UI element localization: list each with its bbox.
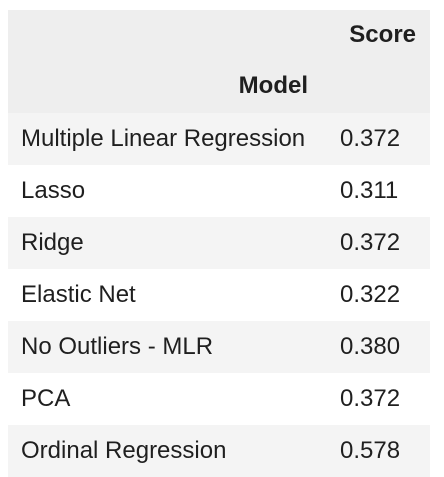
model-name-cell: PCA (8, 373, 326, 425)
score-column-header: Score (326, 10, 430, 60)
model-name-cell: Lasso (8, 165, 326, 217)
model-name-cell: Multiple Linear Regression (8, 113, 326, 165)
header-empty-cell (8, 10, 326, 60)
table-row: Lasso 0.311 (8, 165, 430, 217)
score-cell: 0.380 (326, 321, 430, 373)
table-header: Score Model (8, 10, 430, 113)
model-name-cell: Ordinal Regression (8, 425, 326, 477)
table-row: Ridge 0.372 (8, 217, 430, 269)
table-row: No Outliers - MLR 0.380 (8, 321, 430, 373)
score-cell: 0.322 (326, 269, 430, 321)
table-row: PCA 0.372 (8, 373, 430, 425)
model-name-cell: No Outliers - MLR (8, 321, 326, 373)
table-row: Multiple Linear Regression 0.372 (8, 113, 430, 165)
model-name-cell: Ridge (8, 217, 326, 269)
header-empty-cell (326, 60, 430, 113)
header-row-score: Score (8, 10, 430, 60)
score-cell: 0.372 (326, 113, 430, 165)
model-score-table: Score Model Multiple Linear Regression 0… (8, 10, 430, 477)
score-cell: 0.372 (326, 217, 430, 269)
score-cell: 0.311 (326, 165, 430, 217)
table-row: Elastic Net 0.322 (8, 269, 430, 321)
header-row-model: Model (8, 60, 430, 113)
table-row: Ordinal Regression 0.578 (8, 425, 430, 477)
model-index-header: Model (8, 60, 326, 113)
score-cell: 0.372 (326, 373, 430, 425)
score-cell: 0.578 (326, 425, 430, 477)
table-body: Multiple Linear Regression 0.372 Lasso 0… (8, 113, 430, 477)
model-name-cell: Elastic Net (8, 269, 326, 321)
